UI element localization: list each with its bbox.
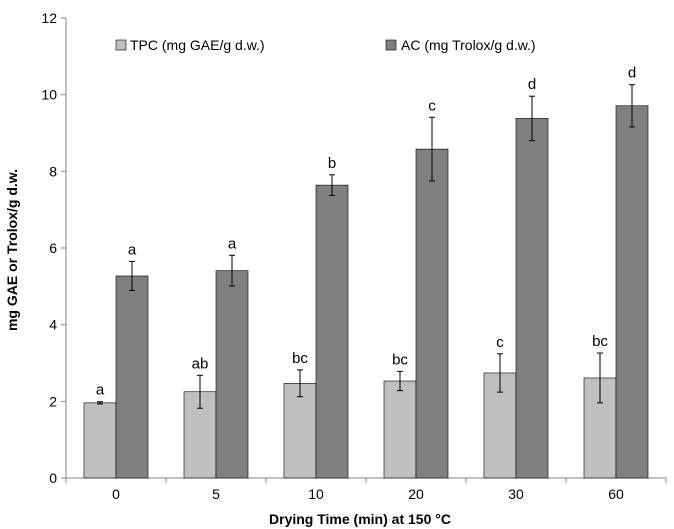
bar-ac-30 bbox=[515, 118, 549, 479]
x-tick-label-5: 5 bbox=[212, 486, 220, 502]
significance-label-tpc-10: bc bbox=[292, 350, 308, 367]
y-tick-label-10: 10 bbox=[41, 87, 57, 103]
bar-ac-10 bbox=[315, 184, 349, 479]
x-tick-label-0: 0 bbox=[112, 486, 120, 502]
significance-label-ac-5: a bbox=[228, 235, 237, 252]
x-tick-label-30: 30 bbox=[508, 486, 524, 502]
bar-tpc-0 bbox=[83, 402, 117, 479]
y-tick-label-8: 8 bbox=[49, 163, 57, 179]
bar-tpc-10 bbox=[283, 383, 317, 479]
significance-label-tpc-0: a bbox=[96, 382, 105, 399]
x-axis-title: Drying Time (min) at 150 °C bbox=[269, 511, 451, 527]
y-tick-label-12: 12 bbox=[41, 10, 57, 26]
significance-label-tpc-60: bc bbox=[592, 333, 608, 350]
y-axis-title: mg GAE or Trolox/g d.w. bbox=[4, 169, 20, 331]
y-tick-label-4: 4 bbox=[49, 317, 57, 333]
bar-ac-5 bbox=[215, 270, 249, 479]
legend-label-tpc: TPC (mg GAE/g d.w.) bbox=[130, 37, 265, 53]
y-tick-label-0: 0 bbox=[49, 470, 57, 486]
significance-label-ac-20: c bbox=[428, 97, 436, 114]
x-tick-label-10: 10 bbox=[308, 486, 324, 502]
legend-swatch-tpc bbox=[115, 39, 127, 51]
significance-label-ac-0: a bbox=[128, 241, 137, 258]
legend: TPC (mg GAE/g d.w.) AC (mg Trolox/g d.w.… bbox=[115, 37, 536, 53]
significance-label-ac-10: b bbox=[328, 155, 336, 172]
significance-label-tpc-5: ab bbox=[192, 355, 209, 372]
bar-ac-60 bbox=[615, 105, 649, 479]
legend-swatch-ac bbox=[385, 39, 397, 51]
y-tick-label-2: 2 bbox=[49, 393, 57, 409]
x-tick-label-20: 20 bbox=[408, 486, 424, 502]
x-tick-label-60: 60 bbox=[608, 486, 624, 502]
bar-tpc-20 bbox=[383, 380, 417, 479]
significance-label-ac-30: d bbox=[528, 76, 536, 93]
significance-label-tpc-30: c bbox=[496, 334, 504, 351]
significance-label-tpc-20: bc bbox=[392, 351, 408, 368]
legend-label-ac: AC (mg Trolox/g d.w.) bbox=[401, 37, 536, 53]
plot-area: 0 2 4 6 8 10 12 0 a a 5 ab a 10 bc b 20 bc c 30 c d 60 bc d bbox=[41, 10, 667, 502]
significance-label-ac-60: d bbox=[628, 65, 636, 82]
y-tick-label-6: 6 bbox=[49, 240, 57, 256]
bar-ac-0 bbox=[115, 275, 149, 479]
bar-ac-20 bbox=[415, 148, 449, 479]
